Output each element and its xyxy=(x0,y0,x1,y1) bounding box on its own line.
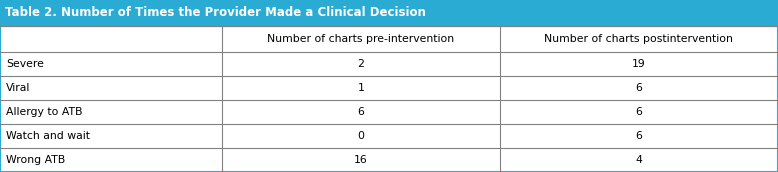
Text: Number of charts pre-intervention: Number of charts pre-intervention xyxy=(267,34,454,44)
Text: 1: 1 xyxy=(357,83,364,93)
Text: 6: 6 xyxy=(636,107,643,117)
Text: Viral: Viral xyxy=(6,83,30,93)
Bar xyxy=(0,26,778,172)
Text: 6: 6 xyxy=(357,107,364,117)
Text: 19: 19 xyxy=(632,59,646,69)
Text: 2: 2 xyxy=(357,59,364,69)
Text: 4: 4 xyxy=(636,155,643,165)
Text: Watch and wait: Watch and wait xyxy=(6,131,90,141)
Text: Wrong ATB: Wrong ATB xyxy=(6,155,65,165)
Bar xyxy=(0,0,778,26)
Text: 16: 16 xyxy=(354,155,368,165)
Text: 6: 6 xyxy=(636,83,643,93)
Text: 6: 6 xyxy=(636,131,643,141)
Text: Number of charts postintervention: Number of charts postintervention xyxy=(545,34,734,44)
Text: Table 2. Number of Times the Provider Made a Clinical Decision: Table 2. Number of Times the Provider Ma… xyxy=(5,7,426,19)
Text: Severe: Severe xyxy=(6,59,44,69)
Text: Allergy to ATB: Allergy to ATB xyxy=(6,107,82,117)
Text: 0: 0 xyxy=(357,131,364,141)
